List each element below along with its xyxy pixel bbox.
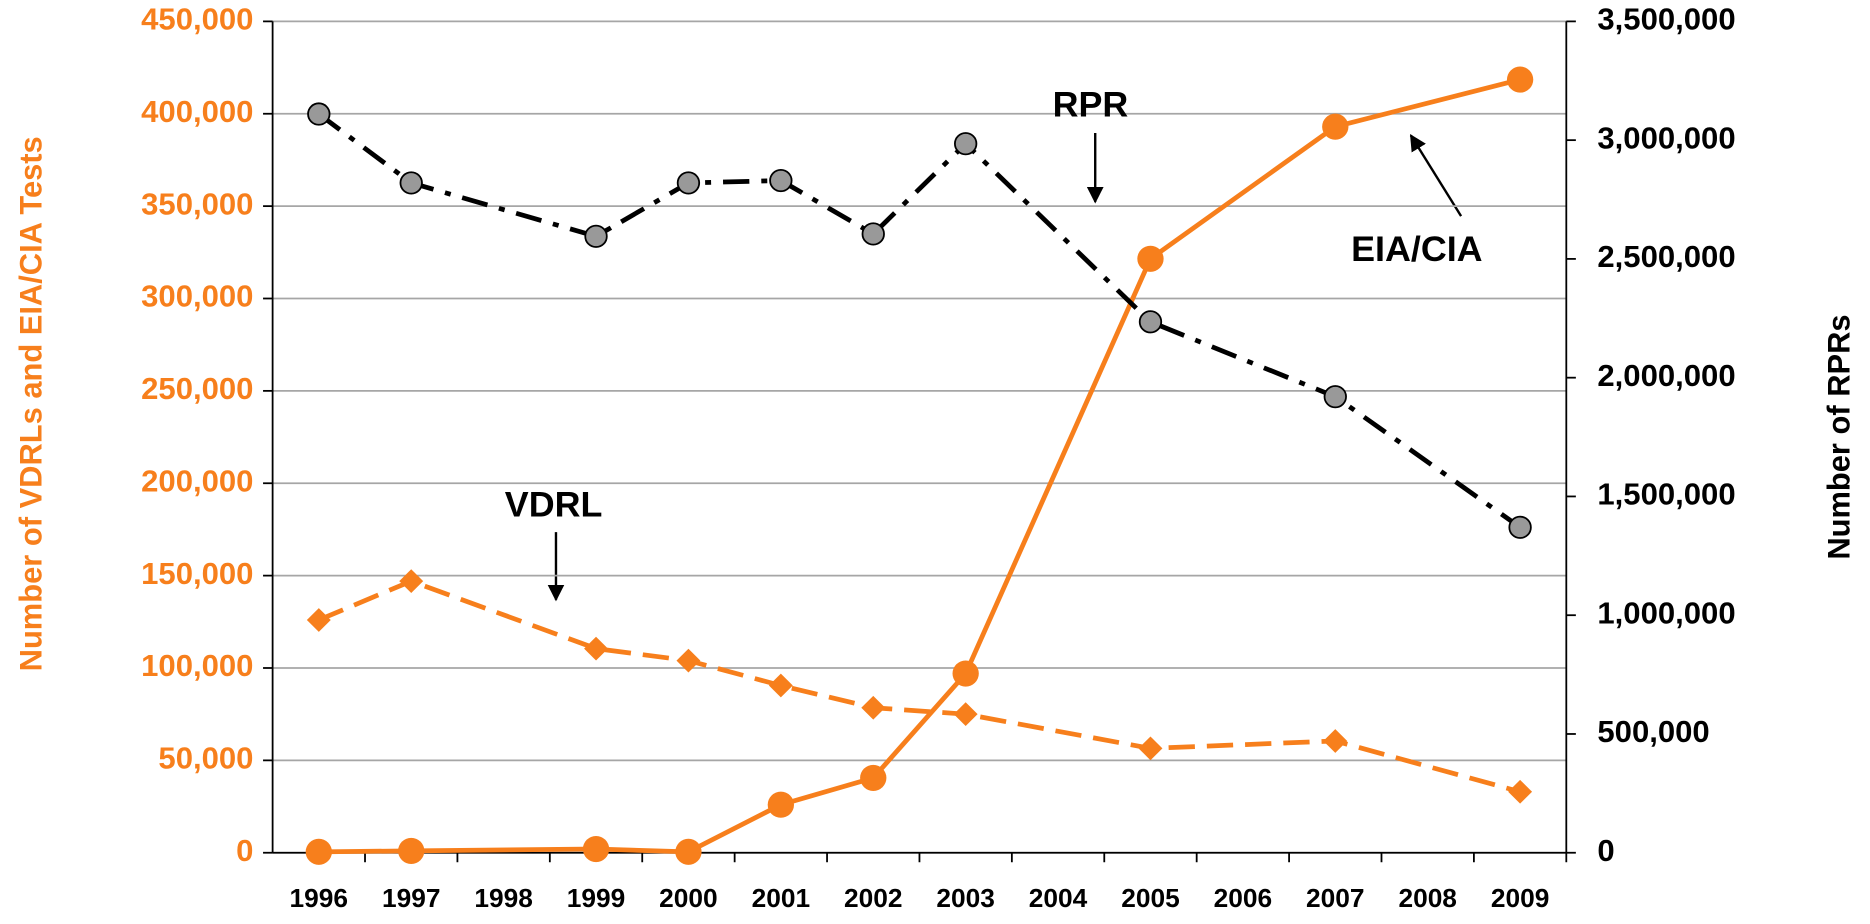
point	[1323, 385, 1347, 409]
y-tick-label: 250,000	[141, 371, 253, 406]
x-tick-label: 2004	[1029, 883, 1088, 913]
point	[861, 695, 886, 720]
point	[1323, 729, 1348, 753]
series-label: VDRL	[505, 485, 603, 525]
series-label: EIA/CIA	[1351, 229, 1482, 269]
y-tick-label: 200,000	[141, 463, 253, 498]
y2-tick-label: 3,500,000	[1597, 2, 1735, 37]
point	[769, 168, 793, 193]
x-tick-label: 2007	[1306, 883, 1364, 913]
y-tick-label: 150,000	[141, 556, 253, 591]
point	[954, 132, 978, 156]
x-tick-label: 2003	[936, 883, 994, 913]
point	[1508, 779, 1533, 804]
series-line	[317, 578, 1521, 795]
point	[582, 835, 610, 863]
point	[860, 764, 887, 791]
eia-arrow	[1409, 133, 1463, 217]
point	[953, 702, 978, 727]
x-tick-label: 2002	[844, 883, 902, 913]
series-label: RPR	[1053, 84, 1129, 124]
x-tick-label: 2009	[1491, 883, 1549, 913]
point	[1508, 515, 1532, 539]
y-tick-label: 0	[236, 833, 253, 868]
x-tick-label: 1999	[567, 883, 625, 913]
point	[398, 837, 425, 864]
point	[1138, 310, 1163, 334]
y2-tick-label: 2,500,000	[1597, 239, 1735, 274]
y2-tick-label: 1,500,000	[1597, 477, 1735, 512]
point	[1322, 113, 1349, 140]
point	[306, 608, 331, 632]
x-tick-label: 2006	[1214, 883, 1272, 913]
point	[584, 224, 608, 248]
y2-tick-label: 1,000,000	[1597, 595, 1735, 630]
y-tick-label: 400,000	[141, 94, 253, 129]
point	[1137, 245, 1164, 272]
x-tick-label: 1997	[382, 883, 440, 913]
y2-tick-label: 500,000	[1597, 714, 1709, 749]
point	[676, 171, 701, 195]
series-line	[318, 77, 1521, 855]
y-axis-label: Number of VDRLs and EIA/CIA Tests	[14, 136, 49, 671]
y-tick-label: 100,000	[141, 648, 253, 683]
y-tick-label: 50,000	[158, 741, 253, 776]
point	[307, 102, 331, 126]
point	[767, 791, 794, 818]
point	[952, 660, 979, 687]
series-line	[317, 112, 1522, 530]
x-tick-label: 2001	[752, 883, 810, 913]
x-tick-label: 2000	[659, 883, 717, 913]
x-tick-label: 1996	[290, 883, 348, 913]
point	[584, 636, 608, 661]
point	[399, 171, 423, 195]
point	[768, 673, 793, 698]
y-tick-label: 300,000	[141, 279, 253, 314]
point	[861, 222, 885, 246]
y-tick-label: 450,000	[141, 2, 253, 37]
point	[676, 648, 701, 673]
point	[1506, 66, 1534, 93]
y-tick-label: 350,000	[141, 186, 253, 221]
point	[675, 838, 702, 865]
point	[399, 569, 424, 594]
x-tick-label: 1998	[474, 883, 532, 913]
y2-tick-label: 3,000,000	[1597, 120, 1735, 155]
y2-tick-label: 2,000,000	[1597, 358, 1735, 393]
point	[305, 838, 332, 865]
x-tick-label: 2008	[1398, 883, 1456, 913]
y2-tick-label: 0	[1597, 833, 1614, 868]
point	[1138, 736, 1163, 761]
x-tick-label: 2005	[1121, 883, 1179, 913]
y2-axis-label: Number of RPRs	[1821, 314, 1856, 559]
